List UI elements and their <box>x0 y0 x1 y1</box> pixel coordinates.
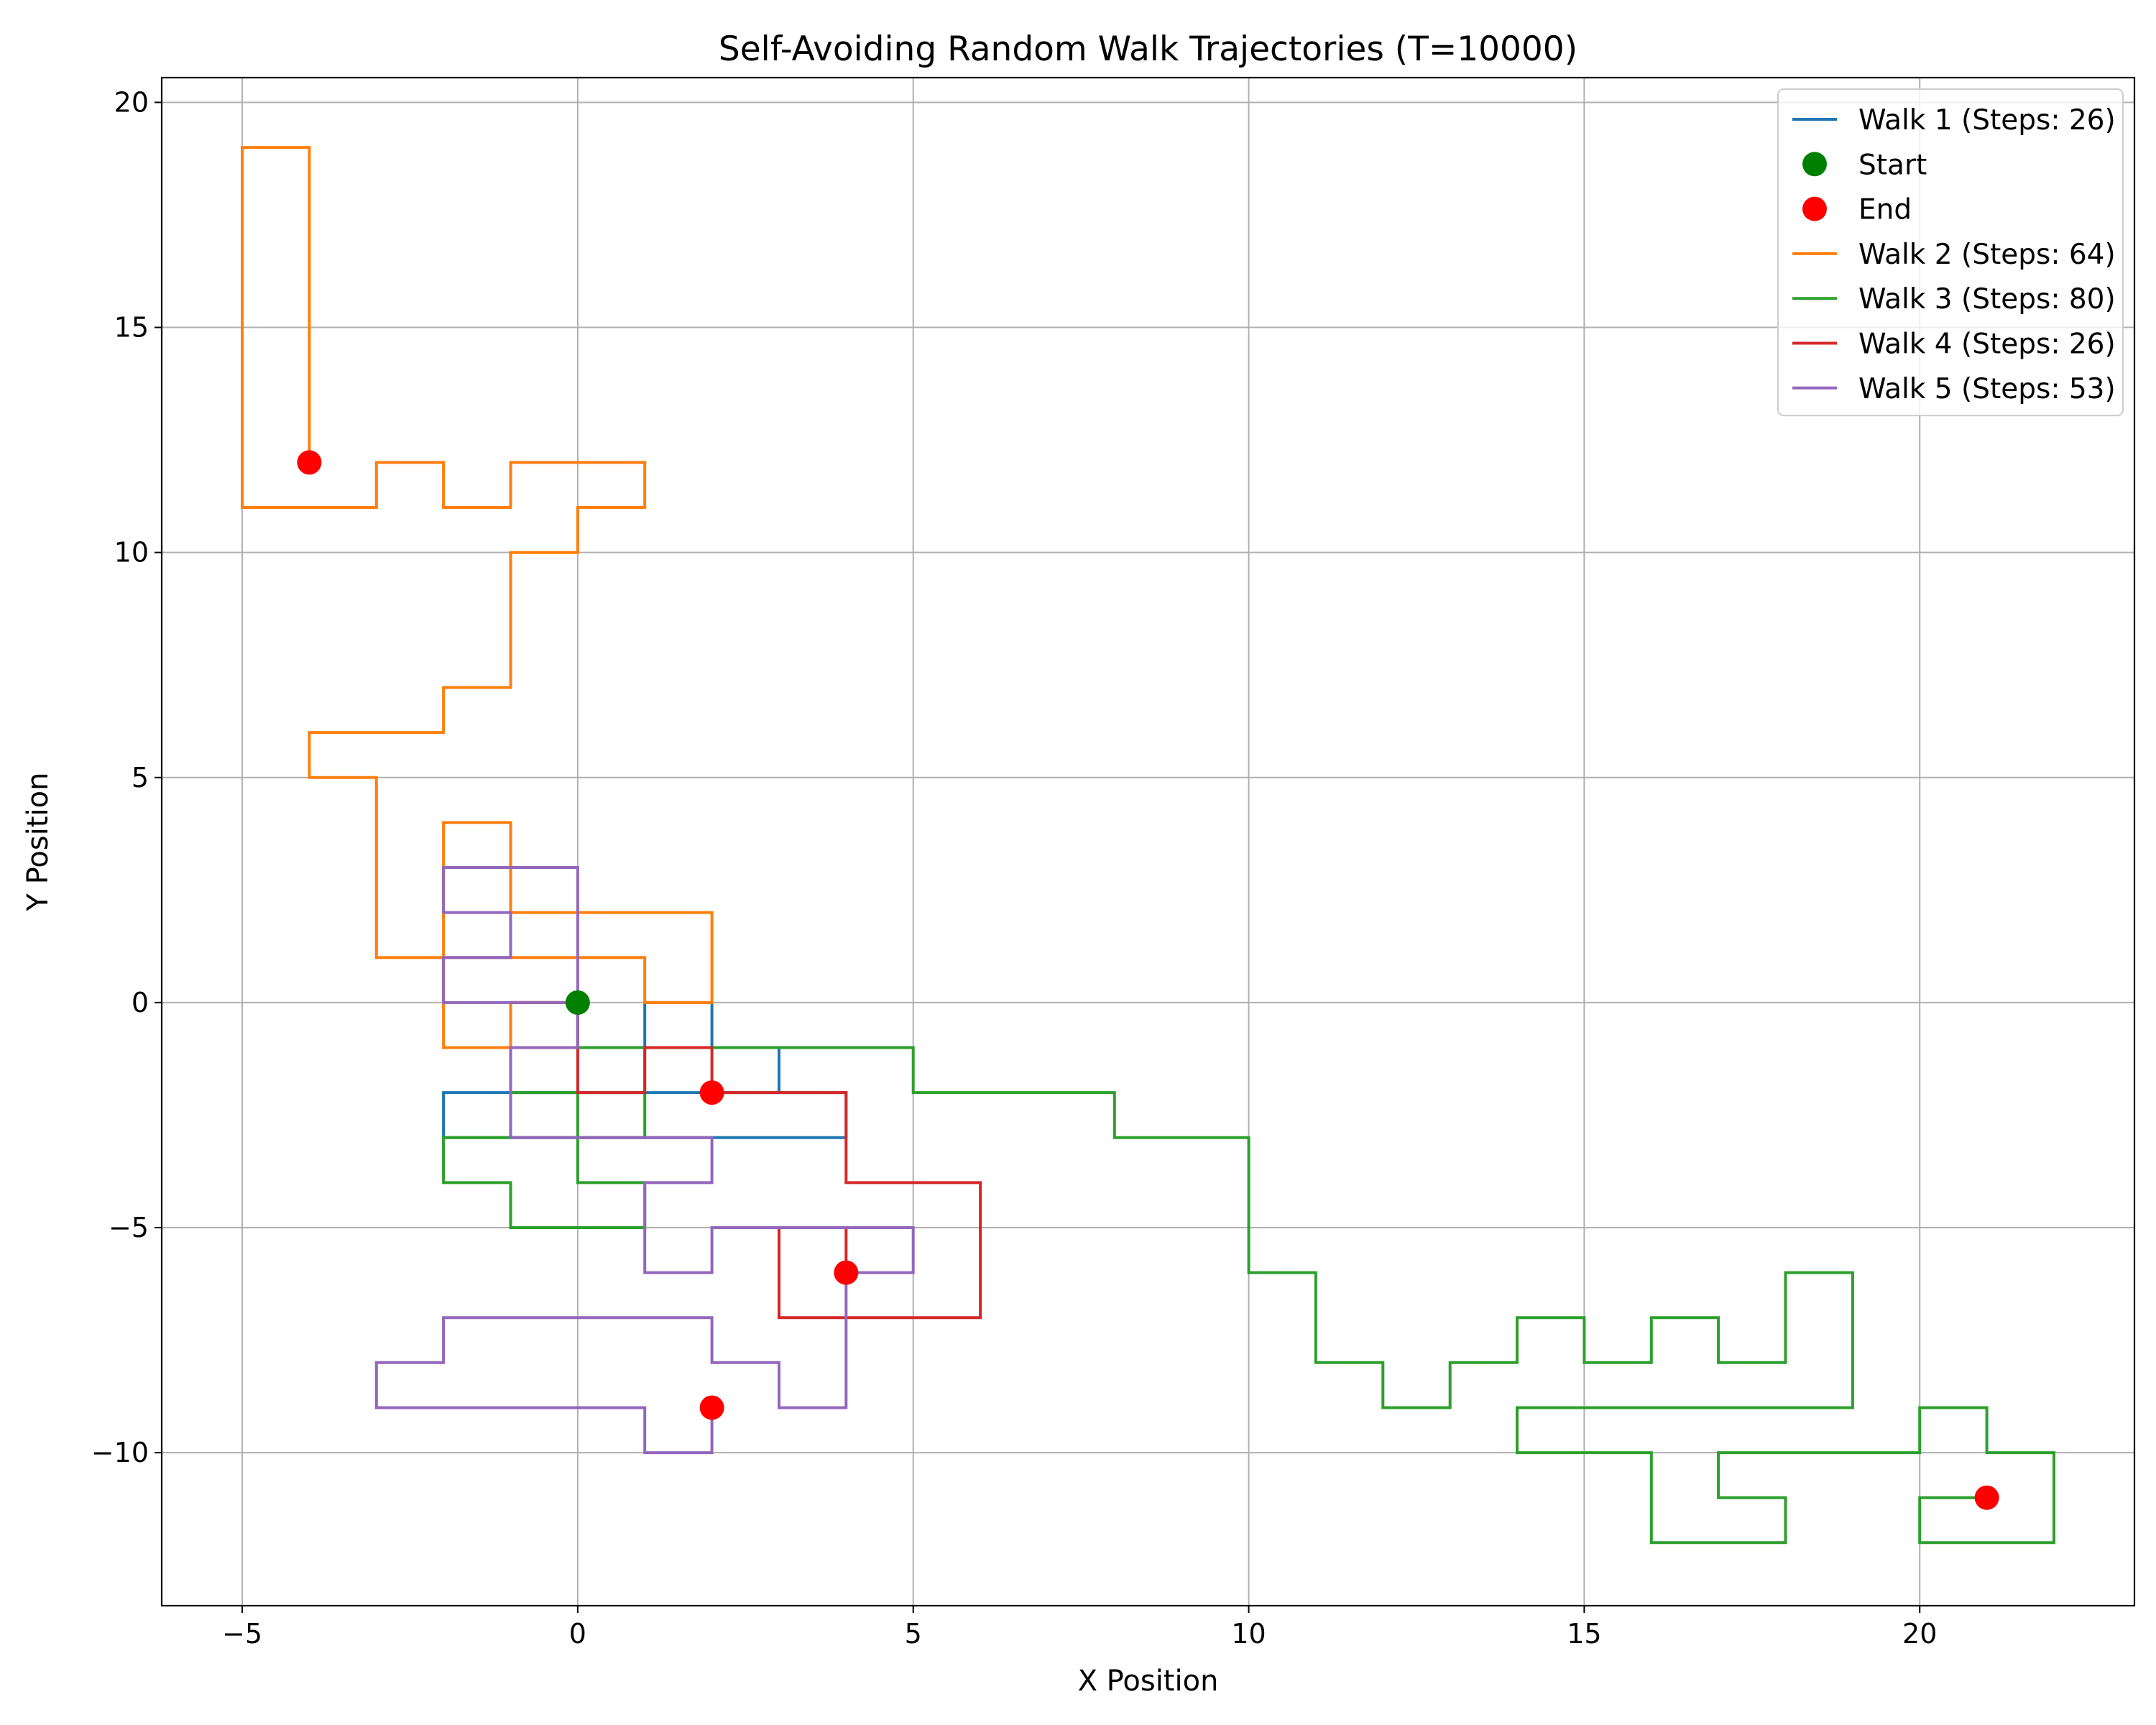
series-layer <box>241 146 2055 1545</box>
marker-layer <box>297 450 1999 1510</box>
start-marker <box>565 990 590 1015</box>
chart-title: Self-Avoiding Random Walk Trajectories (… <box>719 29 1577 69</box>
plot-frame <box>160 76 2136 1607</box>
y-tick-label: −10 <box>91 1437 149 1468</box>
legend-box <box>1777 88 2124 417</box>
legend-label: End <box>1858 194 1912 226</box>
walk-4-end-marker <box>834 1260 859 1285</box>
x-tick-label: 0 <box>569 1618 586 1650</box>
legend: Walk 1 (Steps: 26) Start End Walk 2 (Steps:… <box>1777 88 2124 417</box>
y-tick-label: 15 <box>114 312 149 344</box>
walk-1-end-marker <box>699 1080 724 1105</box>
y-tick-label: 10 <box>114 537 149 569</box>
legend-marker-swatch <box>1802 196 1827 221</box>
walk-2-line <box>241 146 714 1049</box>
walk-5-end-marker <box>699 1395 724 1420</box>
legend-marker-swatch <box>1802 152 1827 177</box>
legend-label: Walk 3 (Steps: 80) <box>1858 283 2116 316</box>
x-tick-label: 15 <box>1567 1618 1601 1650</box>
x-axis-label: X Position <box>1078 1665 1219 1698</box>
legend-label: Walk 1 (Steps: 26) <box>1858 104 2116 137</box>
legend-label: Walk 2 (Steps: 64) <box>1858 239 2116 271</box>
y-tick-label: 20 <box>114 86 149 118</box>
x-tick-label: 10 <box>1231 1618 1266 1650</box>
ticks: −5 0 5 10 15 20 −10 −5 0 5 10 15 20 <box>91 86 1938 1650</box>
walk-4-line <box>510 1000 982 1320</box>
walk-3-line <box>442 1002 2055 1545</box>
walk-5-line <box>374 866 915 1455</box>
legend-label: Start <box>1858 149 1927 181</box>
y-tick-label: −5 <box>109 1212 149 1243</box>
walk-2-end-marker <box>297 450 322 475</box>
y-tick-label: 0 <box>132 987 149 1018</box>
y-tick-label: 5 <box>132 762 149 794</box>
walk-3-end-marker <box>1974 1485 1999 1510</box>
legend-label: Walk 5 (Steps: 53) <box>1858 373 2116 405</box>
x-tick-label: 20 <box>1902 1618 1937 1650</box>
x-tick-label: 5 <box>905 1618 922 1650</box>
x-tick-label: −5 <box>222 1618 262 1650</box>
y-axis-label: Y Position <box>22 773 55 912</box>
legend-label: Walk 4 (Steps: 26) <box>1858 328 2116 361</box>
